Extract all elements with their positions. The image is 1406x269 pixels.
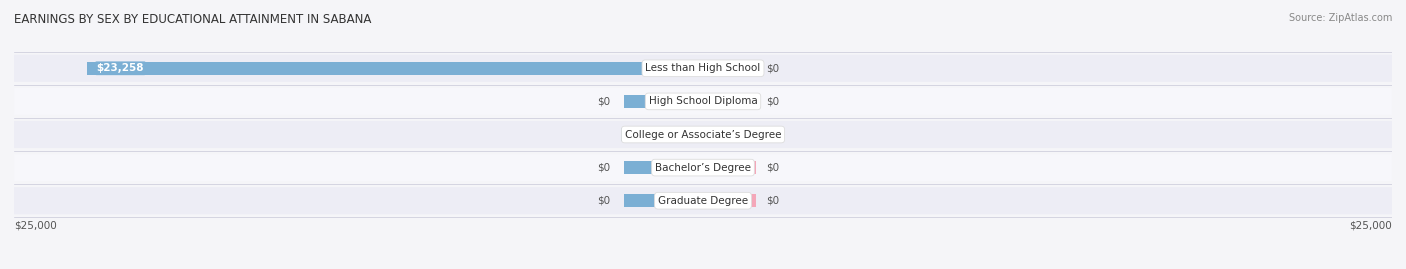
Text: Graduate Degree: Graduate Degree <box>658 196 748 206</box>
Text: $0: $0 <box>766 96 779 107</box>
Legend: Male, Female: Male, Female <box>641 268 765 269</box>
Text: $0: $0 <box>766 63 779 73</box>
Bar <box>703 194 756 207</box>
FancyBboxPatch shape <box>14 55 1392 82</box>
Text: $23,258: $23,258 <box>97 63 145 73</box>
Bar <box>703 161 756 174</box>
Text: EARNINGS BY SEX BY EDUCATIONAL ATTAINMENT IN SABANA: EARNINGS BY SEX BY EDUCATIONAL ATTAINMEN… <box>14 13 371 26</box>
Text: $0: $0 <box>598 96 610 107</box>
Text: $0: $0 <box>598 162 610 173</box>
FancyBboxPatch shape <box>14 187 1392 214</box>
FancyBboxPatch shape <box>14 154 1392 181</box>
Text: $0: $0 <box>766 196 779 206</box>
Text: Less than High School: Less than High School <box>645 63 761 73</box>
Text: $0: $0 <box>766 129 779 140</box>
Text: High School Diploma: High School Diploma <box>648 96 758 107</box>
Bar <box>623 95 703 108</box>
FancyBboxPatch shape <box>14 121 1392 148</box>
Bar <box>620 128 703 141</box>
Text: Bachelor’s Degree: Bachelor’s Degree <box>655 162 751 173</box>
Bar <box>703 128 756 141</box>
Text: Source: ZipAtlas.com: Source: ZipAtlas.com <box>1288 13 1392 23</box>
Text: $3,107: $3,107 <box>631 129 671 140</box>
Text: $0: $0 <box>766 162 779 173</box>
Text: $0: $0 <box>598 196 610 206</box>
Bar <box>623 161 703 174</box>
Bar <box>703 95 756 108</box>
FancyBboxPatch shape <box>14 88 1392 115</box>
Text: College or Associate’s Degree: College or Associate’s Degree <box>624 129 782 140</box>
Bar <box>703 62 756 75</box>
Text: $25,000: $25,000 <box>14 221 56 231</box>
Bar <box>623 194 703 207</box>
Bar <box>87 62 703 75</box>
Text: $25,000: $25,000 <box>1350 221 1392 231</box>
